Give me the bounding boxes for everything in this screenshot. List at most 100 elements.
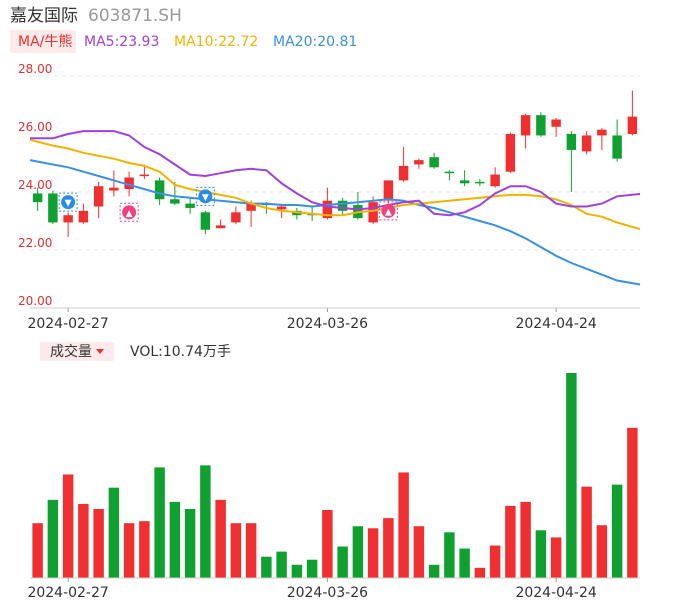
signal-badge-icon bbox=[61, 195, 76, 210]
signal-frame-icon bbox=[58, 192, 78, 212]
signal-badge-icon bbox=[381, 203, 396, 218]
signal-glyph-icon: ▼ bbox=[65, 199, 72, 209]
volume-bars bbox=[32, 373, 638, 578]
volume-bar bbox=[398, 472, 409, 578]
candle-body bbox=[139, 174, 150, 177]
volume-bar bbox=[200, 465, 211, 578]
candle-body bbox=[48, 193, 58, 223]
volume-bar bbox=[566, 373, 577, 578]
x-tick-label: 2024-04-24 bbox=[515, 316, 596, 332]
ma5-line bbox=[30, 130, 641, 217]
volume-bar bbox=[352, 526, 364, 578]
candle-body bbox=[444, 171, 455, 174]
y-tick-label: 24.00 bbox=[18, 178, 52, 192]
x-tick-label: 2024-04-24 bbox=[515, 585, 596, 601]
candle-body bbox=[154, 180, 165, 200]
volume-bar bbox=[276, 551, 287, 578]
volume-bar bbox=[337, 546, 348, 578]
volume-bar bbox=[505, 505, 516, 578]
signal-glyph-icon: ▼ bbox=[202, 193, 209, 203]
x-tick-label: 2024-02-27 bbox=[27, 316, 108, 332]
stock-code: 603871.SH bbox=[88, 6, 182, 26]
ma10-line bbox=[29, 138, 641, 231]
candlestick-series bbox=[32, 90, 638, 237]
candle-body bbox=[566, 134, 577, 150]
ma-toggle-label: MA/牛熊 bbox=[18, 34, 72, 50]
volume-bar bbox=[230, 523, 242, 578]
volume-bar bbox=[123, 523, 135, 578]
moving-average-lines bbox=[29, 130, 641, 286]
volume-bar bbox=[245, 523, 257, 578]
y-tick-label: 26.00 bbox=[18, 120, 52, 134]
signal-glyph-icon: ▲ bbox=[385, 207, 392, 217]
candle-body bbox=[276, 206, 287, 210]
volume-value-label: VOL:10.74万手 bbox=[130, 344, 231, 360]
candle-body bbox=[612, 135, 622, 159]
candle-body bbox=[124, 177, 134, 190]
candle-body bbox=[93, 186, 104, 207]
volume-bar bbox=[627, 427, 638, 578]
candle-body bbox=[337, 200, 348, 211]
candle-body bbox=[490, 174, 500, 187]
candle-body bbox=[459, 180, 470, 184]
candle-body bbox=[246, 203, 256, 211]
candle-body bbox=[398, 165, 409, 181]
ma-toggle-button[interactable] bbox=[10, 30, 76, 53]
volume-bar bbox=[32, 523, 43, 578]
x-tick-label: 2024-03-26 bbox=[287, 585, 368, 601]
candle-body bbox=[368, 202, 378, 223]
stock-name: 嘉友国际 bbox=[10, 6, 78, 26]
candle-body bbox=[383, 180, 394, 201]
candle-body bbox=[429, 157, 439, 168]
candle-body bbox=[414, 160, 424, 165]
volume-bar bbox=[367, 528, 379, 578]
volume-bar bbox=[291, 564, 303, 578]
y-tick-label: 20.00 bbox=[18, 294, 52, 308]
volume-bar bbox=[581, 486, 592, 578]
price-x-axis: 2024-02-27 2024-03-26 2024-04-24 bbox=[27, 307, 640, 332]
volume-bar bbox=[535, 530, 547, 578]
volume-bar bbox=[215, 499, 226, 578]
candle-body bbox=[32, 193, 43, 203]
candle-body bbox=[536, 115, 546, 136]
volume-bar bbox=[550, 537, 562, 578]
y-tick-label: 22.00 bbox=[18, 236, 52, 250]
volume-bar bbox=[489, 545, 501, 578]
candle-body bbox=[505, 134, 516, 172]
volume-bar bbox=[306, 559, 318, 578]
signal-badge-icon bbox=[198, 189, 213, 204]
volume-bar bbox=[47, 499, 59, 578]
signal-frame-icon bbox=[378, 201, 398, 221]
volume-toggle-button[interactable] bbox=[40, 342, 114, 361]
candle-body bbox=[215, 225, 226, 229]
signal-frame-icon bbox=[119, 202, 139, 222]
candle-body bbox=[78, 210, 89, 223]
ma20-line bbox=[29, 159, 641, 286]
volume-bar bbox=[413, 526, 425, 578]
candle-body bbox=[185, 203, 195, 208]
candle-body bbox=[322, 200, 333, 219]
dropdown-triangle-icon[interactable] bbox=[96, 349, 104, 354]
signal-frame-icon bbox=[195, 186, 215, 206]
volume-bar bbox=[611, 484, 623, 578]
signal-markers: ▼ ▲ ▼ ▲ bbox=[58, 186, 398, 222]
volume-bar bbox=[459, 548, 470, 578]
signal-badge-icon bbox=[122, 205, 137, 220]
x-tick-label: 2024-03-26 bbox=[287, 316, 368, 332]
candle-body bbox=[231, 212, 241, 223]
candle-body bbox=[200, 212, 211, 230]
volume-bar bbox=[62, 474, 74, 578]
volume-bar bbox=[78, 503, 89, 578]
volume-bar bbox=[520, 501, 531, 578]
candle-body bbox=[520, 115, 531, 136]
volume-bar bbox=[444, 532, 455, 578]
signal-glyph-icon: ▲ bbox=[126, 209, 133, 219]
volume-bar bbox=[169, 501, 181, 578]
price-y-axis: 28.00 26.00 24.00 22.00 20.00 bbox=[18, 62, 52, 308]
volume-bar bbox=[474, 567, 486, 578]
volume-bar bbox=[428, 564, 440, 578]
volume-bar bbox=[154, 467, 165, 578]
volume-bar bbox=[184, 508, 196, 578]
volume-bar bbox=[93, 508, 104, 578]
